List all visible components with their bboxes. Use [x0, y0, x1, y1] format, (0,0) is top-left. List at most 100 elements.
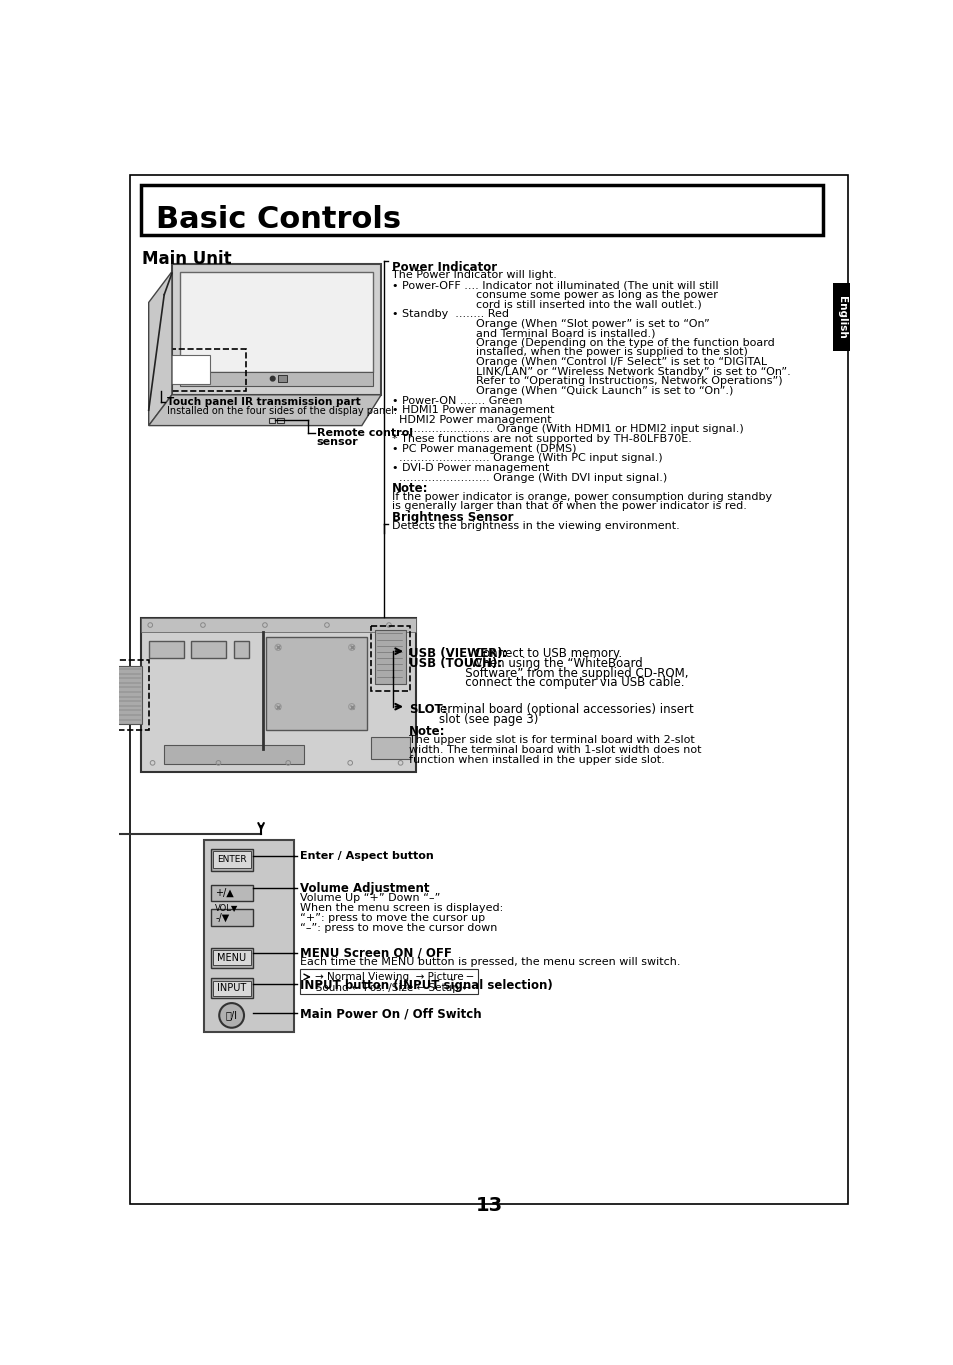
- Bar: [211, 947, 253, 968]
- Text: Brightness Sensor: Brightness Sensor: [392, 511, 513, 524]
- Text: Remote control: Remote control: [316, 427, 413, 438]
- Text: • DVI-D Power management: • DVI-D Power management: [392, 463, 549, 472]
- Text: is generally larger than that of when the power indicator is red.: is generally larger than that of when th…: [392, 501, 746, 512]
- Bar: [213, 981, 251, 996]
- Text: MENU Screen ON / OFF: MENU Screen ON / OFF: [299, 946, 451, 960]
- Text: Connect to USB memory.: Connect to USB memory.: [471, 647, 621, 661]
- Bar: [213, 852, 251, 868]
- Text: When using the “WhiteBoard: When using the “WhiteBoard: [467, 658, 642, 670]
- Bar: [269, 418, 274, 423]
- Text: Volume Adjustment: Volume Adjustment: [299, 882, 429, 895]
- Bar: [179, 272, 373, 371]
- Bar: [299, 969, 477, 994]
- Text: The Power Indicator will light.: The Power Indicator will light.: [392, 270, 557, 280]
- Bar: [211, 979, 253, 998]
- Text: function when installed in the upper side slot.: function when installed in the upper sid…: [409, 755, 664, 766]
- Bar: [211, 849, 253, 871]
- Text: Volume Up “+” Down “–”: Volume Up “+” Down “–”: [299, 893, 439, 904]
- Text: Touch panel IR transmission part: Touch panel IR transmission part: [167, 397, 360, 407]
- Text: Installed on the four sides of the display panel.: Installed on the four sides of the displ…: [167, 405, 396, 415]
- Text: Power Indicator: Power Indicator: [392, 261, 497, 274]
- Text: -/▼: -/▼: [215, 913, 230, 923]
- Text: Orange (Depending on the type of the function board: Orange (Depending on the type of the fun…: [392, 337, 774, 348]
- Text: Orange (When “Slot power” is set to “On”: Orange (When “Slot power” is set to “On”: [392, 318, 709, 329]
- Text: * These functions are not supported by TH-80LFB70E.: * These functions are not supported by T…: [392, 434, 691, 444]
- Bar: [266, 637, 367, 730]
- Text: When the menu screen is displayed:: When the menu screen is displayed:: [299, 904, 502, 913]
- Text: • Power-OFF .... Indicator not illuminated (The unit will still: • Power-OFF .... Indicator not illuminat…: [392, 280, 718, 291]
- Text: MENU: MENU: [217, 953, 246, 962]
- Bar: [371, 625, 410, 691]
- Text: The upper side slot is for terminal board with 2-slot: The upper side slot is for terminal boar…: [409, 736, 694, 745]
- Text: “–”: press to move the cursor down: “–”: press to move the cursor down: [299, 923, 497, 934]
- Text: → Normal Viewing  → Picture ─: → Normal Viewing → Picture ─: [315, 972, 473, 983]
- Text: Software” from the supplied CD-ROM,: Software” from the supplied CD-ROM,: [409, 666, 688, 680]
- Bar: [172, 263, 381, 394]
- Bar: [141, 618, 416, 773]
- Text: Main Unit: Main Unit: [142, 250, 232, 268]
- Text: Sound ← Pos. /Size ← Setup ←: Sound ← Pos. /Size ← Setup ←: [306, 983, 471, 994]
- Bar: [211, 885, 253, 901]
- Bar: [213, 950, 251, 965]
- Bar: [233, 642, 249, 658]
- Polygon shape: [149, 394, 381, 426]
- Text: If the power indicator is orange, power consumption during standby: If the power indicator is orange, power …: [392, 491, 771, 502]
- Text: Orange (When “Control I/F Select” is set to “DIGITAL: Orange (When “Control I/F Select” is set…: [392, 358, 766, 367]
- Text: installed, when the power is supplied to the slot): installed, when the power is supplied to…: [392, 348, 747, 358]
- Bar: [179, 371, 373, 385]
- Bar: [164, 745, 303, 764]
- Bar: [371, 737, 410, 759]
- Bar: [141, 618, 416, 632]
- Text: cord is still inserted into the wall outlet.): cord is still inserted into the wall out…: [392, 299, 701, 310]
- Text: Terminal board (optional accessories) insert: Terminal board (optional accessories) in…: [431, 703, 693, 715]
- Text: Note:: Note:: [409, 725, 445, 738]
- Bar: [115, 666, 142, 723]
- Text: Enter / Aspect button: Enter / Aspect button: [299, 850, 433, 861]
- Text: Each time the MENU button is pressed, the menu screen will switch.: Each time the MENU button is pressed, th…: [299, 957, 679, 966]
- Bar: [204, 839, 294, 1032]
- Text: consume some power as long as the power: consume some power as long as the power: [392, 289, 718, 300]
- Text: .......................... Orange (With HDMI1 or HDMI2 input signal.): .......................... Orange (With …: [392, 425, 743, 434]
- Text: USB (TOUCH):: USB (TOUCH):: [409, 658, 502, 670]
- Polygon shape: [149, 272, 172, 426]
- Text: and Terminal Board is installed.): and Terminal Board is installed.): [392, 328, 655, 339]
- Text: • Power-ON ....... Green: • Power-ON ....... Green: [392, 396, 522, 405]
- Text: Orange (When “Quick Launch” is set to “On”.): Orange (When “Quick Launch” is set to “O…: [392, 386, 733, 396]
- Bar: [192, 642, 226, 658]
- Text: ⏻/I: ⏻/I: [226, 1010, 237, 1021]
- Text: slot (see page 3): slot (see page 3): [409, 713, 537, 726]
- Text: HDMI2 Power management: HDMI2 Power management: [392, 415, 551, 425]
- Text: English: English: [836, 296, 845, 339]
- Text: SLOT:: SLOT:: [409, 703, 447, 715]
- Text: INPUT button (INPUT signal selection): INPUT button (INPUT signal selection): [299, 979, 552, 992]
- Text: • PC Power management (DPMS): • PC Power management (DPMS): [392, 444, 576, 453]
- Text: Basic Controls: Basic Controls: [156, 205, 401, 233]
- Bar: [161, 348, 246, 390]
- Text: ......................... Orange (With DVI input signal.): ......................... Orange (With D…: [392, 472, 666, 483]
- Text: Note:: Note:: [392, 482, 428, 495]
- Text: width. The terminal board with 1-slot width does not: width. The terminal board with 1-slot wi…: [409, 745, 700, 755]
- Text: INPUT: INPUT: [216, 983, 246, 994]
- Bar: [277, 418, 283, 423]
- Text: ENTER: ENTER: [216, 856, 246, 864]
- Bar: [375, 629, 406, 684]
- Text: LINK/LAN” or “Wireless Network Standby” is set to “On”.: LINK/LAN” or “Wireless Network Standby” …: [392, 367, 790, 377]
- Text: Refer to “Operating Instructions, Network Operations”): Refer to “Operating Instructions, Networ…: [392, 377, 781, 386]
- Bar: [149, 642, 183, 658]
- Text: VOL▼: VOL▼: [215, 904, 238, 912]
- Bar: [211, 909, 253, 925]
- Bar: [167, 355, 210, 384]
- Bar: [112, 661, 149, 730]
- Text: “+”: press to move the cursor up: “+”: press to move the cursor up: [299, 913, 484, 923]
- Bar: [141, 184, 822, 235]
- Text: Main Power On / Off Switch: Main Power On / Off Switch: [299, 1007, 481, 1021]
- Text: 13: 13: [475, 1196, 502, 1215]
- Circle shape: [270, 377, 274, 381]
- Text: • Standby  ........ Red: • Standby ........ Red: [392, 308, 509, 319]
- Bar: [278, 375, 287, 382]
- Text: • HDMI1 Power management: • HDMI1 Power management: [392, 405, 554, 415]
- Text: sensor: sensor: [316, 437, 358, 448]
- Bar: [832, 283, 849, 351]
- Text: Detects the brightness in the viewing environment.: Detects the brightness in the viewing en…: [392, 520, 679, 531]
- Text: USB (VIEWER):: USB (VIEWER):: [409, 647, 507, 661]
